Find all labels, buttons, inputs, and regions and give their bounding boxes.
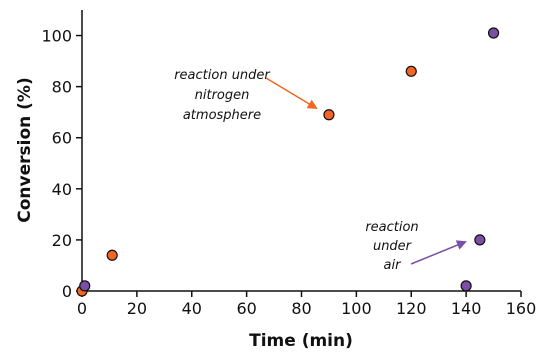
x-axis-ticks: 0 20 40 60 80 100 120 140 160 xyxy=(77,291,536,318)
annotation-air-line-3: air xyxy=(384,258,403,273)
data-points xyxy=(76,27,500,297)
annotation-nitrogen-line-2: nitrogen xyxy=(195,88,250,103)
y-tick-label: 40 xyxy=(52,180,72,199)
x-tick-label: 60 xyxy=(236,299,256,318)
annotation-nitrogen-arrow xyxy=(265,77,318,110)
annotation-nitrogen-line-3: atmosphere xyxy=(183,108,261,123)
annotation-air: reaction under air xyxy=(365,220,467,273)
x-tick-label: 160 xyxy=(506,299,537,318)
data-point-series-1 xyxy=(405,65,417,77)
x-tick-label: 20 xyxy=(127,299,147,318)
y-axis-label: Conversion (%) xyxy=(15,77,35,222)
data-point-series-2 xyxy=(460,280,472,292)
annotation-air-arrow xyxy=(410,240,467,265)
y-tick-label: 60 xyxy=(52,129,72,148)
annotation-air-line-2: under xyxy=(373,239,413,254)
data-point-series-1 xyxy=(106,249,118,261)
annotation-nitrogen-line-1: reaction under xyxy=(174,68,271,83)
data-point-series-1 xyxy=(323,109,335,121)
annotation-air-line-1: reaction xyxy=(365,220,418,235)
data-point-series-2 xyxy=(474,234,486,246)
y-axis-ticks: 0 20 40 60 80 100 xyxy=(41,27,82,301)
data-point-series-2 xyxy=(487,27,500,39)
data-point-series-2 xyxy=(79,280,91,292)
x-axis-label: Time (min) xyxy=(249,331,353,351)
annotation-nitrogen: reaction under nitrogen atmosphere xyxy=(174,68,318,123)
x-tick-label: 80 xyxy=(291,299,311,318)
y-tick-label: 0 xyxy=(62,282,72,301)
x-tick-label: 0 xyxy=(77,299,87,318)
y-tick-label: 100 xyxy=(41,27,72,46)
axes xyxy=(81,10,521,292)
x-tick-label: 140 xyxy=(451,299,482,318)
y-tick-label: 80 xyxy=(52,78,72,97)
x-tick-label: 120 xyxy=(396,299,427,318)
x-tick-label: 40 xyxy=(182,299,202,318)
y-tick-label: 20 xyxy=(52,231,72,250)
x-tick-label: 100 xyxy=(341,299,372,318)
